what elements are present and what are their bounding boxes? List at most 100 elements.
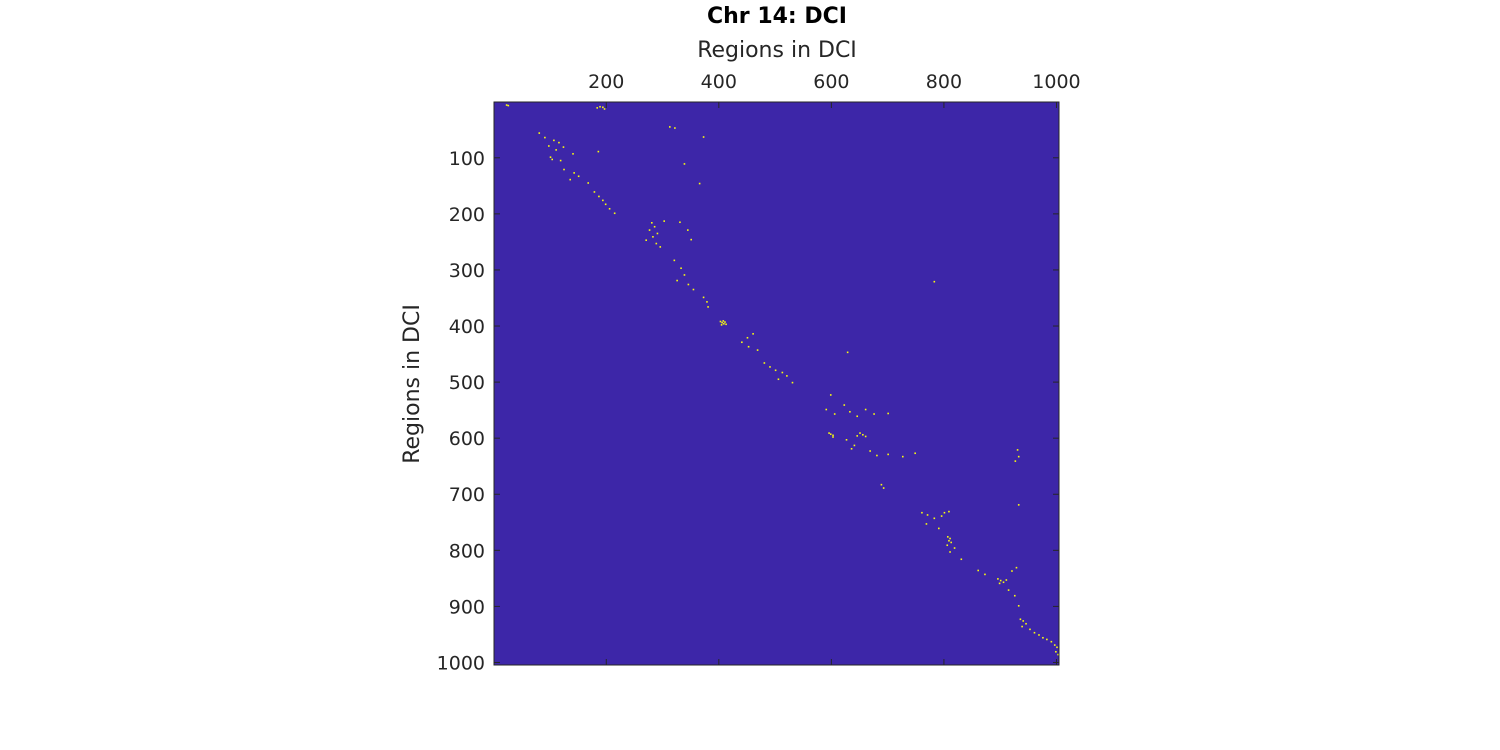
heatmap-cell bbox=[724, 321, 726, 323]
heatmap-cell bbox=[1015, 566, 1018, 569]
heatmap-cell bbox=[673, 259, 676, 262]
heatmap-cell bbox=[613, 212, 616, 215]
heatmap-cell bbox=[1042, 636, 1044, 639]
heatmap-cell bbox=[587, 182, 590, 184]
heatmap-cell bbox=[864, 435, 867, 438]
heatmap-cell bbox=[999, 579, 1002, 582]
heatmap-cell bbox=[933, 280, 936, 283]
y-tick-label: 300 bbox=[449, 260, 485, 282]
y-tick-label: 700 bbox=[449, 484, 485, 506]
heatmap-cell bbox=[687, 283, 690, 286]
heatmap-cell bbox=[763, 362, 766, 364]
heatmap-cell bbox=[1011, 570, 1013, 572]
axes-box bbox=[493, 101, 1060, 666]
heatmap-cell bbox=[921, 511, 923, 514]
heatmap-cell bbox=[832, 436, 834, 438]
heatmap-cell bbox=[1021, 625, 1023, 628]
heatmap-cell bbox=[707, 306, 709, 308]
heatmap-cell bbox=[1033, 631, 1036, 634]
heatmap-cell bbox=[572, 153, 574, 155]
heatmap-cell bbox=[887, 412, 889, 415]
y-tick-label: 900 bbox=[449, 596, 485, 618]
heatmap-cell bbox=[1017, 455, 1020, 458]
heatmap-cell bbox=[977, 569, 979, 572]
heatmap-cell bbox=[669, 126, 671, 128]
heatmap-cell bbox=[856, 415, 859, 418]
heatmap-cell bbox=[719, 320, 722, 323]
heatmap-cell bbox=[720, 324, 723, 326]
heatmap-cell bbox=[862, 433, 864, 436]
heatmap-cell bbox=[756, 349, 759, 351]
y-tick-label: 600 bbox=[449, 428, 485, 450]
y-axis-ticks: 100 200 300 400 500 600 700 800 900 1000 bbox=[437, 148, 1059, 674]
heatmap-cell bbox=[692, 288, 695, 291]
heatmap-cell bbox=[604, 203, 607, 206]
heatmap-background bbox=[494, 102, 1059, 665]
heatmap-cell bbox=[602, 199, 604, 202]
heatmap-cell bbox=[1017, 504, 1020, 506]
heatmap-cell bbox=[563, 168, 565, 171]
heatmap-cell bbox=[1056, 646, 1058, 649]
heatmap-cell bbox=[925, 523, 928, 525]
heatmap-cell bbox=[901, 455, 904, 458]
y-tick-label: 400 bbox=[449, 316, 485, 338]
heatmap-cell bbox=[825, 408, 828, 411]
heatmap-cell bbox=[573, 172, 575, 174]
y-axis-label: Regions in DCI bbox=[400, 304, 425, 464]
heatmap-cell bbox=[679, 221, 681, 224]
heatmap-cell bbox=[702, 296, 705, 299]
heatmap-cell bbox=[769, 366, 771, 368]
heatmap-cell bbox=[676, 279, 678, 282]
x-tick-label: 800 bbox=[926, 71, 962, 93]
heatmap-cell bbox=[1002, 581, 1005, 584]
heatmap-cell bbox=[829, 433, 832, 436]
heatmap-cell bbox=[1046, 638, 1048, 641]
heatmap-cell bbox=[752, 333, 754, 335]
heatmap-cell bbox=[949, 537, 951, 540]
heatmap-cell bbox=[653, 225, 656, 228]
heatmap-cell bbox=[833, 413, 836, 415]
heatmap-cell bbox=[747, 345, 750, 348]
heatmap-cell bbox=[722, 320, 725, 322]
heatmap-cell bbox=[593, 191, 596, 193]
heatmap-cell bbox=[859, 432, 861, 434]
heatmap-cell bbox=[1050, 640, 1053, 643]
heatmap-cell bbox=[943, 511, 946, 514]
heatmap-cell bbox=[948, 539, 950, 542]
heatmap-cell bbox=[1007, 589, 1010, 591]
heatmap-cell bbox=[555, 149, 557, 151]
heatmap-cell bbox=[876, 454, 878, 457]
heatmap-cell bbox=[832, 434, 834, 437]
heatmap-cell bbox=[850, 447, 853, 450]
heatmap-cell bbox=[947, 536, 949, 538]
heatmap-cell bbox=[721, 321, 723, 324]
heatmap-cell bbox=[674, 127, 676, 129]
heatmap-cell bbox=[1055, 650, 1057, 653]
heatmap-cell bbox=[651, 222, 653, 224]
x-axis-label: Regions in DCI bbox=[697, 38, 857, 63]
heatmap-cell bbox=[577, 175, 580, 178]
heatmap-cell bbox=[853, 444, 856, 447]
heatmap-cell bbox=[602, 106, 604, 109]
heatmap-cell bbox=[774, 369, 777, 372]
heatmap-cell bbox=[1057, 653, 1059, 656]
heatmap-cell bbox=[777, 378, 780, 381]
heatmap-cell bbox=[984, 573, 986, 576]
heatmap-cell bbox=[953, 547, 956, 549]
heatmap-cell bbox=[559, 159, 562, 162]
heatmap-cell bbox=[723, 322, 725, 325]
heatmap-cell bbox=[926, 514, 929, 516]
y-tick-label: 500 bbox=[449, 372, 485, 394]
heatmap-cell bbox=[690, 238, 692, 241]
heatmap-cell bbox=[1017, 605, 1020, 607]
heatmap-cell bbox=[880, 483, 883, 486]
heatmap-cell bbox=[659, 246, 662, 248]
heatmap-cell bbox=[569, 178, 572, 181]
heatmap-cell bbox=[698, 182, 701, 185]
heatmap-cell bbox=[1038, 634, 1040, 636]
heatmap-cell bbox=[538, 132, 541, 134]
heatmap-cell bbox=[887, 453, 889, 456]
x-tick-label: 400 bbox=[701, 71, 737, 93]
heatmap-cell bbox=[663, 220, 665, 222]
